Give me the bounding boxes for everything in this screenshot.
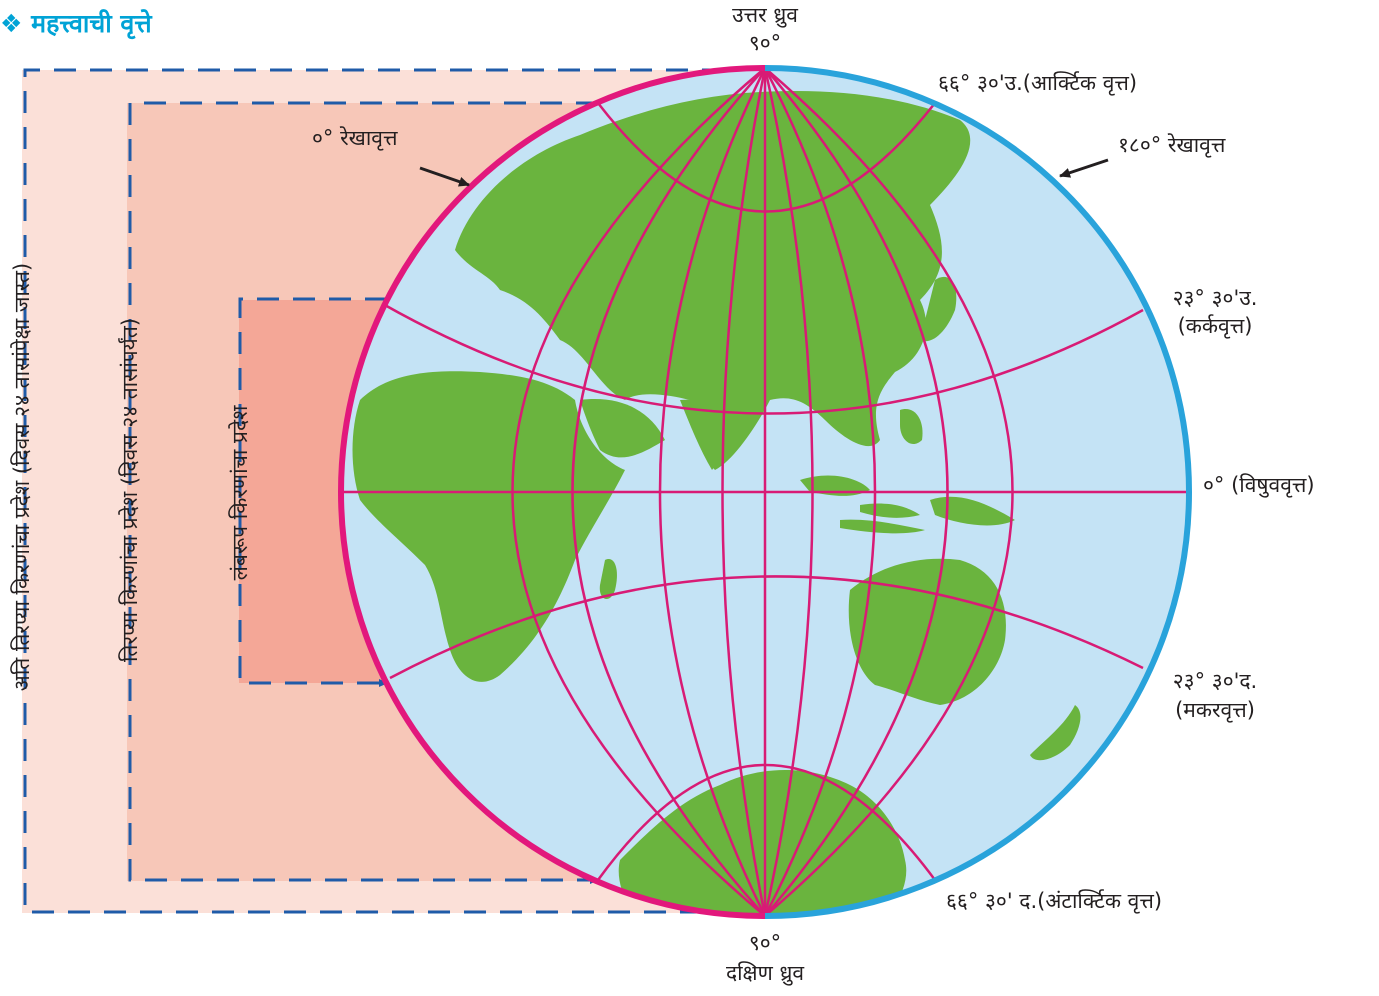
south-pole-label: दक्षिण ध्रुव bbox=[725, 961, 805, 985]
land-philippines bbox=[900, 409, 923, 445]
zone-outer-bracket bbox=[23, 66, 768, 916]
land-eurasia bbox=[455, 90, 971, 471]
zone-outer-label: अति तिरप्या किरणांचा प्रदेश (दिवस २४ तास… bbox=[10, 262, 34, 692]
land-arabia bbox=[580, 399, 665, 458]
meridian-0-rim bbox=[338, 65, 766, 919]
meridian-180-rim bbox=[764, 65, 1192, 919]
tropic-capricorn-name: (मकरवृत्त) bbox=[1175, 698, 1255, 722]
land-antarctica bbox=[618, 770, 907, 916]
south-pole-degree: ९०° bbox=[748, 931, 782, 955]
tropic-cancer-degree: २३° ३०'उ. bbox=[1172, 286, 1258, 310]
land-indonesia bbox=[800, 475, 1015, 534]
meridian-0-label: ०° रेखावृत्त bbox=[312, 126, 398, 150]
zone-middle-label: तिरप्या किरणांचा प्रदेश (दिवस २४ तासांपर… bbox=[118, 317, 142, 663]
meridian-180-label: १८०° रेखावृत्त bbox=[1118, 133, 1226, 157]
page-title: ❖ महत्त्वाची वृत्ते bbox=[0, 9, 152, 38]
antarctic-circle-line bbox=[596, 763, 937, 881]
tropic-cancer-name: (कर्कवृत्त) bbox=[1177, 314, 1253, 338]
equator-label: ०° (विषुववृत्त) bbox=[1203, 473, 1315, 497]
zone-middle-bracket bbox=[128, 99, 606, 884]
tropic-of-capricorn-line bbox=[389, 575, 1144, 680]
tropic-of-cancer-line bbox=[382, 302, 1144, 415]
arctic-circle-label: ६६° ३०'उ.(आर्क्टिक वृत्त) bbox=[938, 71, 1138, 95]
meridian-0-arrow bbox=[419, 166, 470, 187]
antarctic-circle-label: ६६° ३०' द.(अंटार्क्टिक वृत्त) bbox=[946, 889, 1163, 913]
land-madagascar bbox=[599, 559, 617, 600]
arctic-circle-line bbox=[597, 102, 936, 213]
north-pole-label: उत्तर ध्रुव bbox=[732, 3, 798, 27]
land-africa bbox=[352, 371, 625, 682]
zone-inner-label: लंबरूप किरणांचा प्रदेश bbox=[228, 405, 252, 581]
north-pole-degree: ९०° bbox=[748, 31, 782, 55]
land-japan bbox=[920, 276, 957, 342]
tropic-capricorn-degree: २३° ३०'द. bbox=[1172, 669, 1258, 693]
graticule bbox=[341, 68, 1189, 916]
meridian-180-arrow bbox=[1059, 158, 1109, 178]
zone-inner-bracket bbox=[238, 295, 395, 687]
land-new-zealand bbox=[1030, 705, 1081, 761]
